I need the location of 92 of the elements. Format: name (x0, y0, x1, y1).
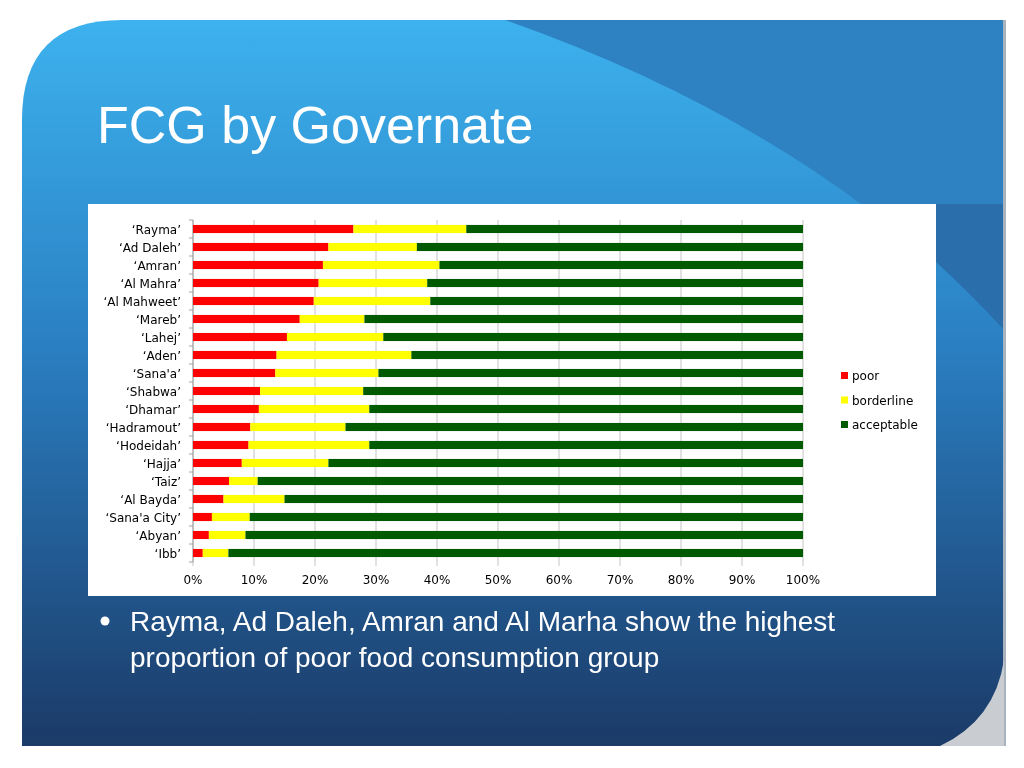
bar (223, 494, 285, 504)
bar (228, 548, 803, 558)
bar (193, 458, 242, 468)
bar (322, 260, 440, 270)
bar (193, 386, 261, 396)
x-tick-label: 60% (545, 573, 573, 587)
y-tick-label: ‘Ibb’ (154, 546, 181, 561)
x-tick-label: 70% (606, 573, 634, 587)
bar (260, 386, 364, 396)
bar (250, 422, 346, 432)
bar (328, 242, 417, 252)
bar (318, 278, 428, 288)
bar (248, 440, 370, 450)
y-tick-label: ‘Abyan’ (135, 528, 181, 543)
y-tick-label: ‘Hadramout’ (105, 420, 181, 435)
y-tick-label: ‘Al Bayda’ (120, 492, 181, 507)
x-tick-label: 80% (667, 573, 695, 587)
bar (427, 278, 803, 288)
y-tick-label: ‘Dhamar’ (125, 402, 181, 417)
bar (353, 224, 467, 234)
bar (193, 296, 314, 306)
bar (193, 476, 229, 486)
bar (345, 422, 803, 432)
x-tick-label: 40% (423, 573, 451, 587)
bar (257, 476, 803, 486)
bar (378, 368, 803, 378)
bar (249, 512, 803, 522)
x-tick-label: 30% (362, 573, 390, 587)
x-tick-label: 100% (785, 573, 821, 587)
bar (193, 350, 277, 360)
x-tick-label: 0% (183, 573, 203, 587)
y-tick-label: ‘Al Mahweet’ (103, 294, 181, 309)
legend-label: poor (852, 369, 880, 383)
bar (430, 296, 803, 306)
y-tick-label: ‘Sana'a City’ (105, 510, 181, 525)
bar (286, 332, 384, 342)
x-tick-label: 50% (484, 573, 512, 587)
bar (416, 242, 803, 252)
bar (258, 404, 370, 414)
y-tick-label: ‘Al Mahra’ (120, 276, 181, 291)
bar (369, 404, 803, 414)
legend-label: borderline (852, 393, 914, 408)
bar (193, 422, 251, 432)
bar (193, 242, 329, 252)
y-tick-label: ‘Hajja’ (142, 456, 181, 471)
bar (228, 476, 258, 486)
bar (193, 368, 276, 378)
x-tick-label: 20% (301, 573, 329, 587)
chart-title: FCG by Governate (97, 96, 534, 154)
y-tick-label: ‘Amran’ (133, 258, 181, 273)
text: Rayma, Ad Daleh, Amran and Al Marha show the highest proportion of poor food consumption group (130, 606, 836, 673)
bar (299, 314, 365, 324)
bar (363, 386, 803, 396)
bar (193, 548, 203, 558)
x-tick-label: 10% (240, 573, 268, 587)
y-tick-label: ‘Sana'a’ (132, 366, 181, 381)
bar (208, 530, 246, 540)
bar (193, 314, 300, 324)
bar (193, 530, 209, 540)
y-tick-label: ‘Rayma’ (131, 222, 181, 237)
bar (284, 494, 803, 504)
bar (193, 494, 224, 504)
bar (411, 350, 803, 360)
bar (193, 260, 323, 270)
y-tick-label: ‘Mareb’ (135, 312, 181, 327)
bar (211, 512, 250, 522)
bar (193, 332, 287, 342)
bar (466, 224, 803, 234)
y-tick-label: ‘Shabwa’ (126, 384, 181, 399)
x-tick-label: 90% (728, 573, 756, 587)
bar (364, 314, 803, 324)
bar (241, 458, 329, 468)
bar (245, 530, 803, 540)
bar (275, 368, 379, 378)
y-tick-label: ‘Aden’ (142, 348, 181, 363)
legend-label: acceptable (852, 418, 918, 432)
bar (193, 278, 319, 288)
y-tick-label: ‘Lahej’ (141, 330, 181, 345)
bar (439, 260, 803, 270)
bar (193, 224, 354, 234)
bar (193, 512, 212, 522)
y-tick-label: ‘Taiz’ (151, 474, 181, 489)
bar (193, 440, 249, 450)
bar (383, 332, 803, 342)
bar (276, 350, 412, 360)
bar (193, 404, 259, 414)
y-tick-label: ‘Ad Daleh’ (119, 240, 181, 255)
bar (369, 440, 803, 450)
bar (202, 548, 229, 558)
bar (313, 296, 431, 306)
bar (328, 458, 803, 468)
y-tick-label: ‘Hodeidah’ (116, 438, 181, 453)
